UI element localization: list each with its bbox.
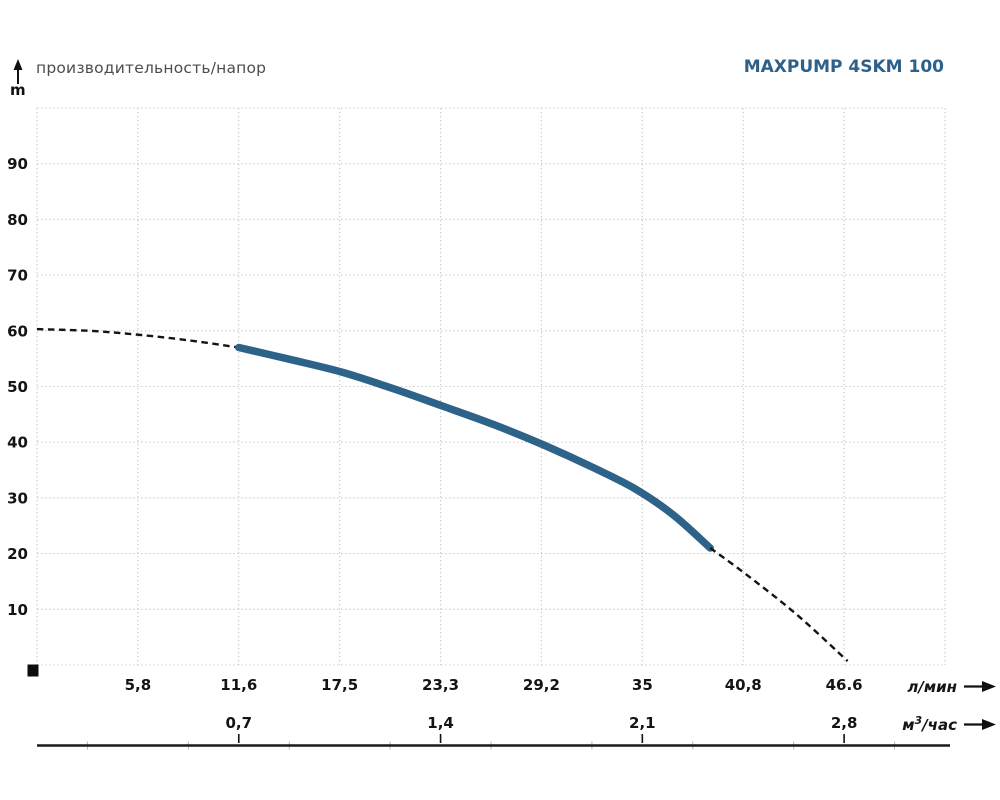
y-tick-label: 70 bbox=[7, 267, 28, 285]
y-tick-label: 50 bbox=[7, 378, 28, 396]
x-axis-unit-lmin: л/мин bbox=[907, 678, 957, 696]
x-tick-label-lmin: 5,8 bbox=[125, 676, 152, 694]
y-tick-label: 60 bbox=[7, 322, 28, 340]
y-tick-label: 40 bbox=[7, 434, 28, 452]
x-tick-label-lmin: 40,8 bbox=[725, 676, 762, 694]
x-tick-label-m3h: 2,1 bbox=[629, 714, 656, 732]
pump-curve-solid bbox=[235, 343, 714, 552]
y-tick-label: 20 bbox=[7, 545, 28, 563]
x-tick-label-lmin: 11,6 bbox=[220, 676, 257, 694]
x-axis-arrow-icon bbox=[982, 719, 996, 730]
x-axis-arrow-icon bbox=[982, 681, 996, 692]
y-tick-label: 90 bbox=[7, 155, 28, 173]
y-axis-unit-label: m bbox=[10, 81, 26, 99]
pump-model-title: MAXPUMP 4SKM 100 bbox=[743, 57, 944, 77]
x-tick-label-m3h: 1,4 bbox=[427, 714, 454, 732]
y-tick-label: 10 bbox=[7, 601, 28, 619]
y-tick-label: 30 bbox=[7, 489, 28, 507]
x-axis-unit-m3h: м3/час bbox=[902, 714, 957, 734]
x-tick-label-lmin: 35 bbox=[632, 676, 653, 694]
chart-subtitle: производительность/напор bbox=[36, 59, 267, 77]
y-tick-label: 80 bbox=[7, 211, 28, 229]
x-tick-label-lmin: 29,2 bbox=[523, 676, 560, 694]
pump-curve-dashed bbox=[709, 547, 849, 662]
x-tick-label-lmin: 23,3 bbox=[422, 676, 459, 694]
origin-marker bbox=[27, 664, 39, 677]
x-tick-label-m3h: 2,8 bbox=[831, 714, 858, 732]
x-tick-label-m3h: 0,7 bbox=[225, 714, 252, 732]
x-tick-label-lmin: 46.6 bbox=[826, 676, 863, 694]
pump-curve-dashed bbox=[36, 327, 239, 349]
x-tick-label-lmin: 17,5 bbox=[321, 676, 358, 694]
y-axis-arrow-icon bbox=[13, 59, 23, 70]
